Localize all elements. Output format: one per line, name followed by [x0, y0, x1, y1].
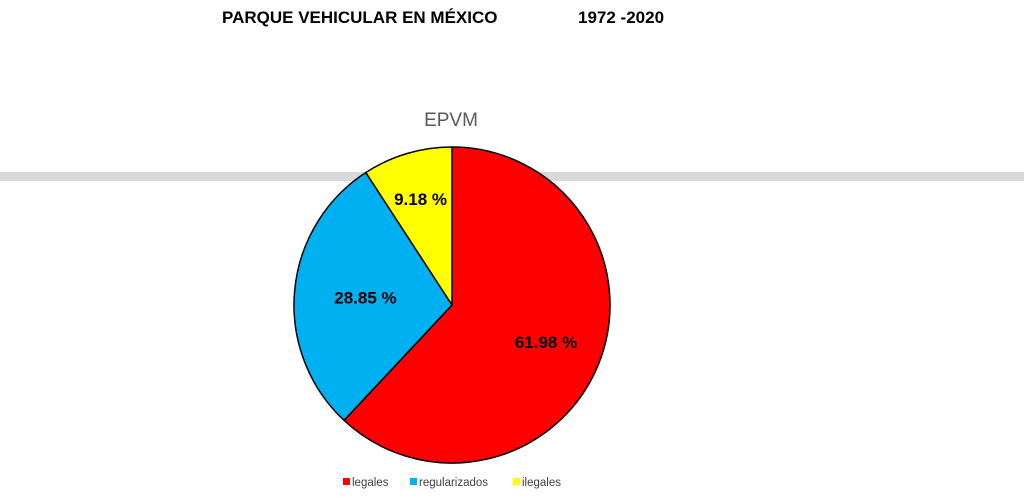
page-period: 1972 -2020	[578, 8, 665, 27]
pie-slice-regularizados	[293, 171, 453, 422]
legend-swatch-ilegales	[513, 478, 520, 485]
slice-label-regularizados: 28.85 %	[334, 288, 396, 307]
page-title: PARQUE VEHICULAR EN MÉXICO	[222, 8, 498, 27]
legend-label-regularizados: regularizados	[419, 477, 488, 489]
legend-label-legales: legales	[352, 477, 389, 489]
legend-label-ilegales: ilegales	[522, 477, 561, 489]
pie-slice-ilegales	[365, 146, 453, 306]
legend-swatch-legales	[343, 478, 350, 485]
slice-label-legales: 61.98 %	[515, 333, 577, 352]
chart-title: EPVM	[424, 110, 478, 131]
legend: legales regularizados ilegales	[343, 477, 561, 489]
slice-label-ilegales: 9.18 %	[394, 190, 447, 209]
pie-labels: 61.98 % 28.85 % 9.18 %	[334, 190, 577, 352]
pie-slices	[293, 146, 611, 464]
legend-swatch-regularizados	[410, 478, 417, 485]
pie-slice-legales	[343, 146, 611, 464]
